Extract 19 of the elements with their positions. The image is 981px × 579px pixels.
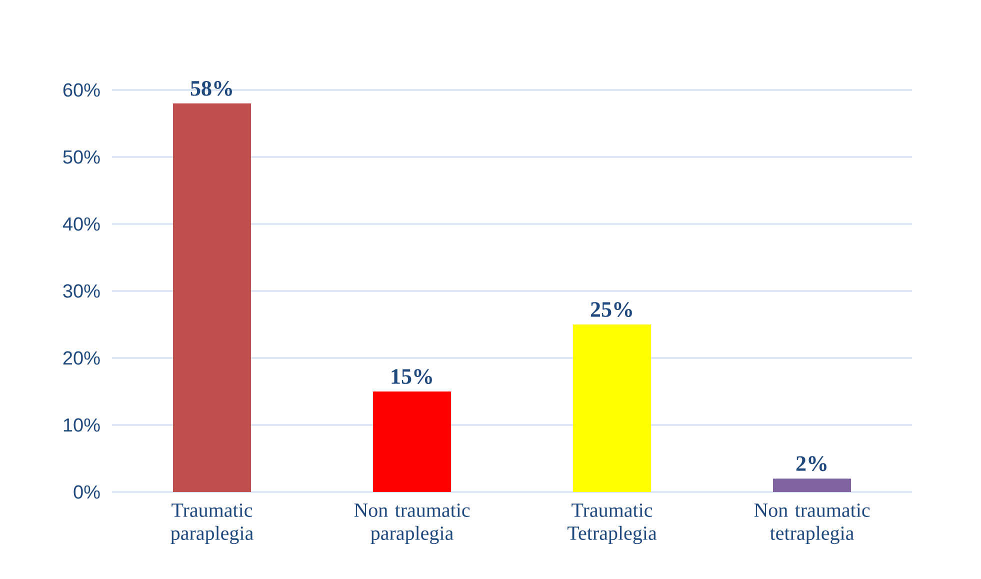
y-tick-label: 30% (63, 284, 100, 298)
bar (373, 392, 452, 492)
data-label: 58% (190, 80, 232, 96)
y-tick-label: 10% (64, 418, 100, 432)
y-tick-label: 60% (63, 83, 100, 97)
data-label: 15% (392, 369, 432, 384)
y-tick-label: 0% (74, 485, 100, 499)
x-tick-label: Non traumatic paraplegia (354, 504, 470, 544)
y-tick-label: 40% (62, 217, 100, 231)
x-tick-label: Traumatic paraplegia (170, 504, 254, 544)
bar (173, 103, 252, 492)
data-label: 2% (796, 456, 826, 472)
x-tick-label: Traumatic Tetraplegia (568, 504, 657, 544)
y-tick-label: 20% (63, 351, 100, 365)
y-tick-label: 50% (63, 150, 100, 164)
bar (773, 478, 852, 492)
x-tick-label: Non traumatic tetraplegia (754, 504, 870, 544)
data-label: 25% (590, 302, 632, 317)
bar (573, 324, 652, 492)
